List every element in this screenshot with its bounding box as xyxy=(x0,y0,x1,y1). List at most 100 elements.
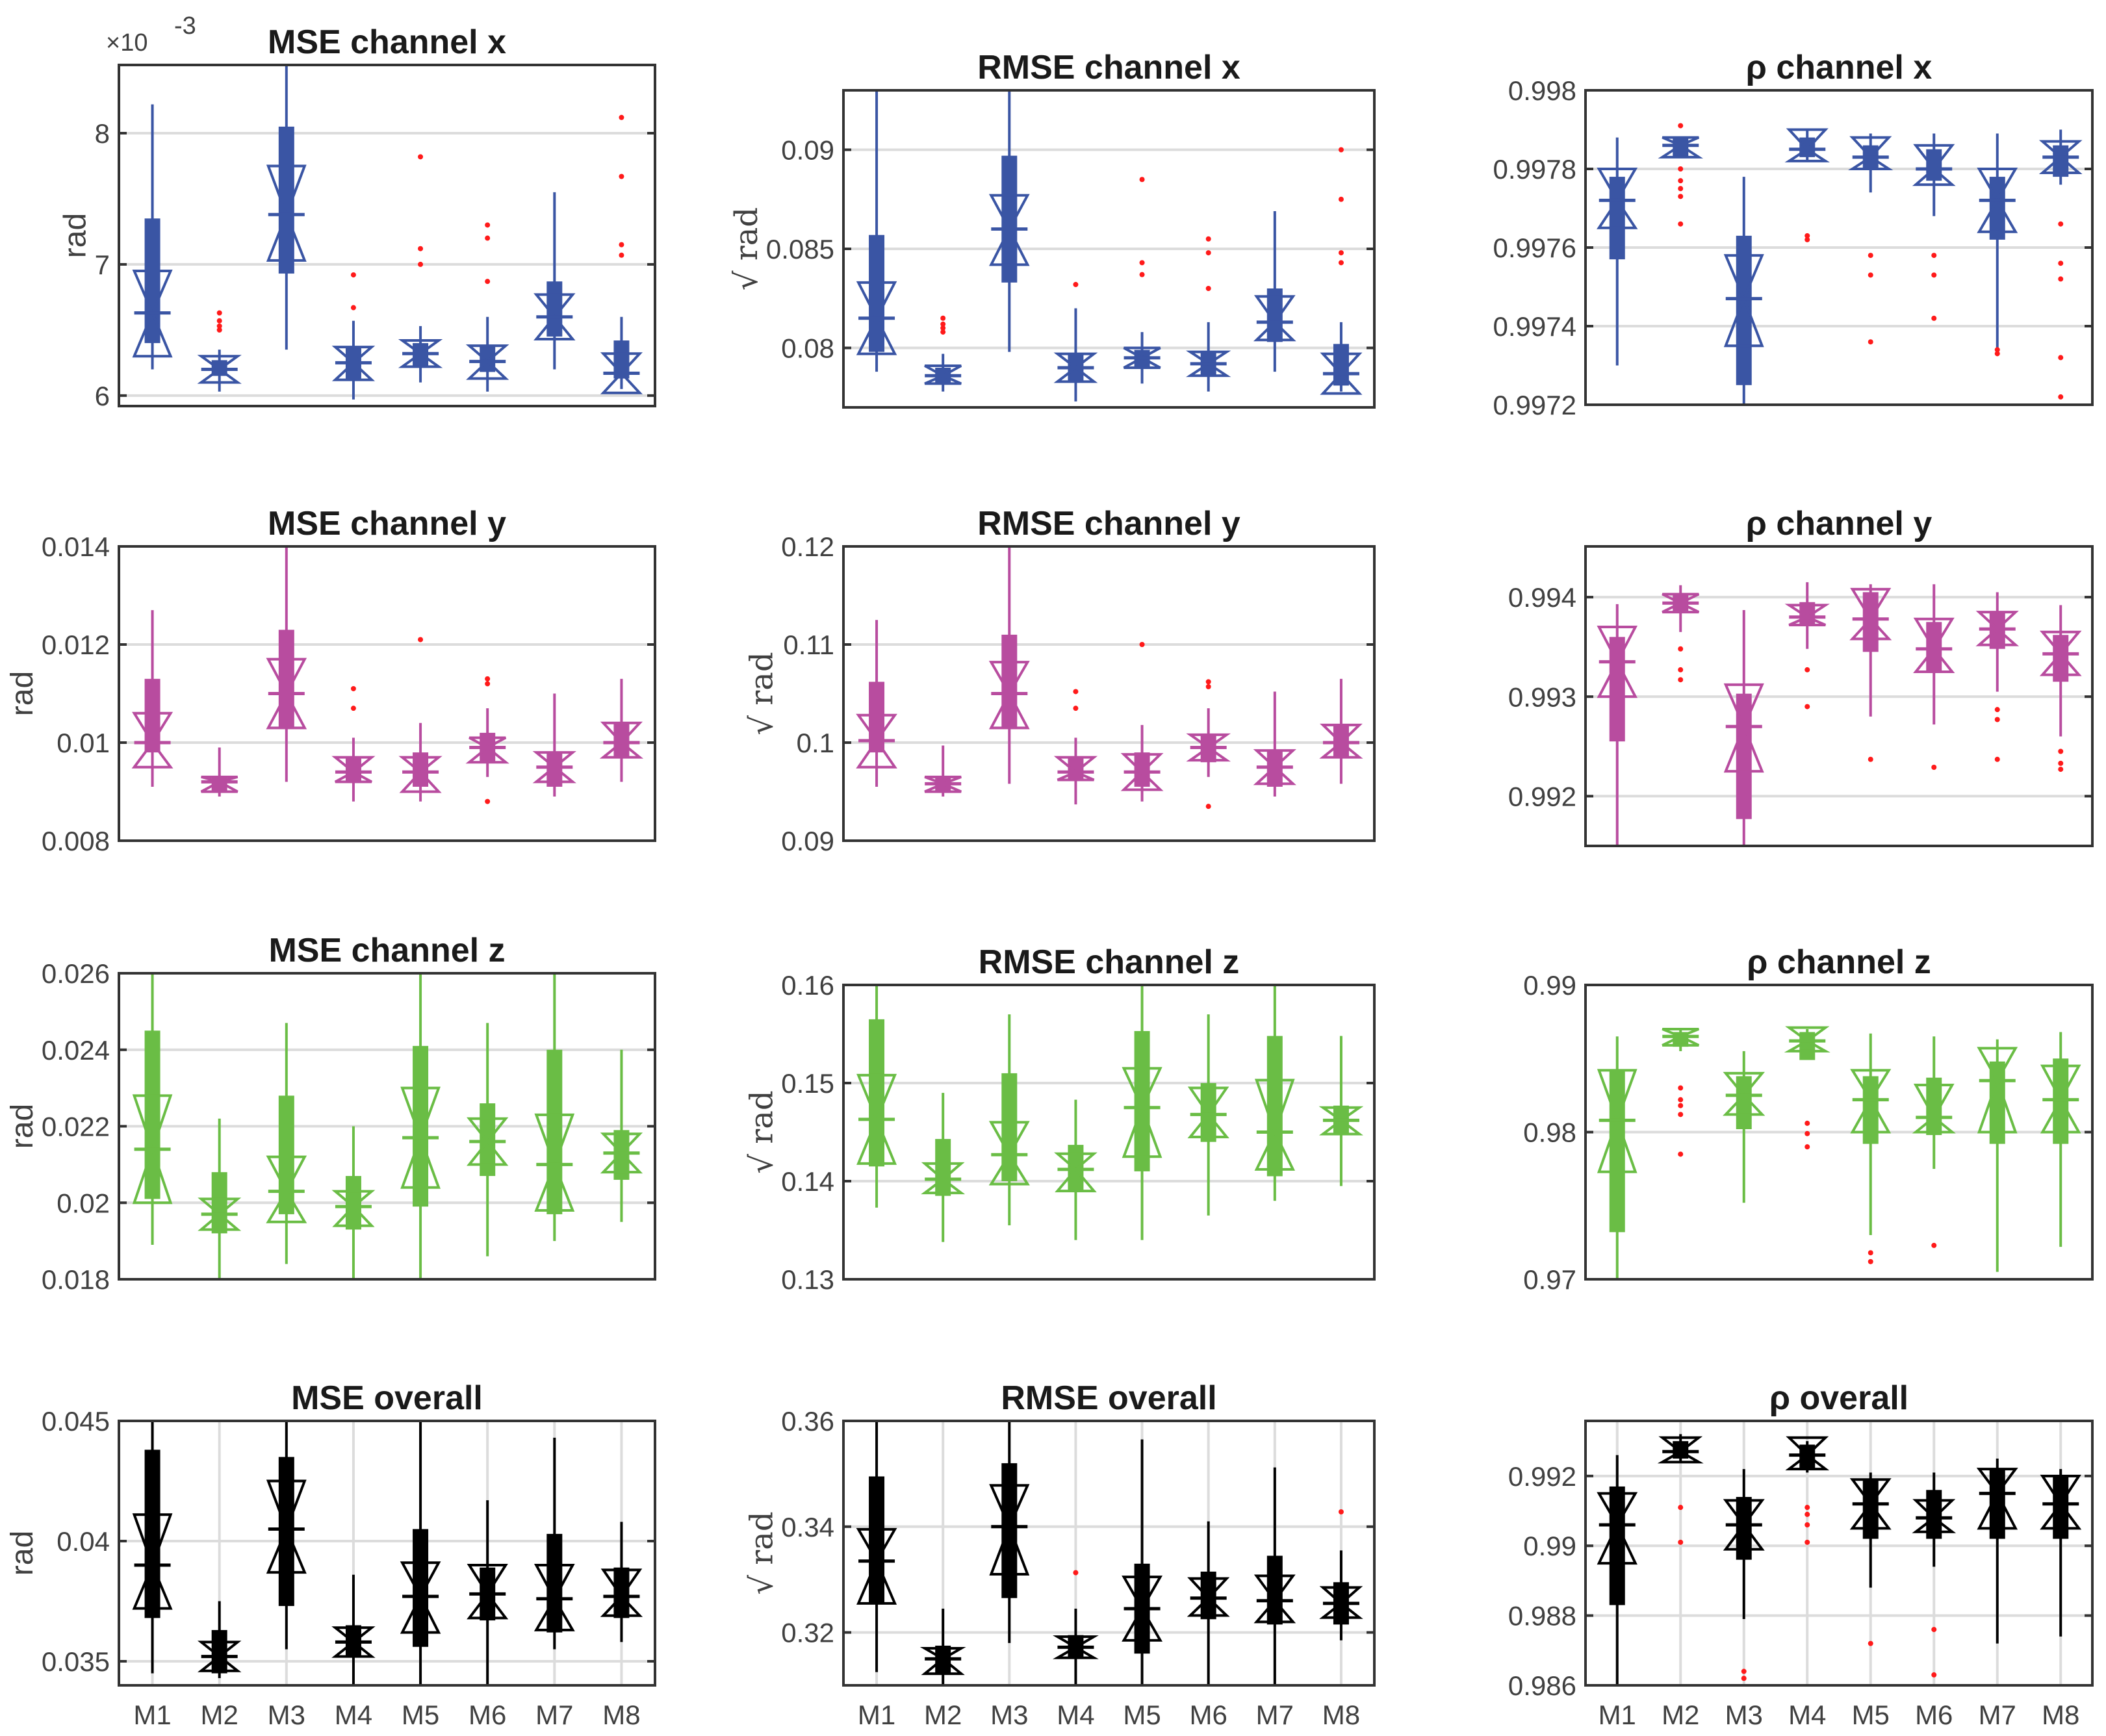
outlier-point xyxy=(1678,221,1684,227)
ytick-label: 8 xyxy=(95,118,110,149)
notch-upper xyxy=(1977,1047,2018,1084)
outlier-point xyxy=(619,114,624,120)
xtick-label: M6 xyxy=(1190,1700,1227,1730)
box-iqr xyxy=(345,757,361,782)
notch-lower xyxy=(466,359,509,380)
ytick-label: 0.014 xyxy=(42,531,110,562)
panel-mse-channel-z: 0.018 0.02 0.022 0.024 0.026 MSE channel z rad xyxy=(5,932,656,1295)
ytick-label: 0.99 xyxy=(1523,970,1576,1001)
box-iqr xyxy=(278,1095,294,1214)
box-M6 xyxy=(1912,1036,1956,1248)
outlier-point xyxy=(1338,147,1344,153)
notch-lower xyxy=(988,691,1030,730)
notch-lower xyxy=(1053,366,1098,383)
xtick-label: M1 xyxy=(858,1700,895,1730)
notch-upper xyxy=(400,1086,441,1142)
notch-upper xyxy=(533,1564,575,1602)
panel-title: RMSE overall xyxy=(1001,1379,1216,1417)
notch-upper xyxy=(266,657,307,696)
box-iqr xyxy=(935,1139,951,1196)
notch-lower xyxy=(1785,1453,1830,1471)
panel--channel-y: 0.992 0.993 0.994 ρ channel y xyxy=(1508,505,2094,847)
notch-lower xyxy=(534,1160,575,1212)
outlier-point xyxy=(1931,315,1937,321)
box-M8 xyxy=(599,678,644,782)
panel-rmse-channel-y: 0.09 0.1 0.11 0.12 RMSE channel y √ rad xyxy=(743,505,1376,856)
axes-frame xyxy=(1584,1420,2094,1687)
outlier-point xyxy=(418,261,424,267)
outlier-point xyxy=(1678,646,1684,652)
box-iqr xyxy=(1001,1463,1018,1598)
box-M6 xyxy=(1912,1472,1957,1678)
outlier-point xyxy=(485,681,491,687)
notch-upper xyxy=(331,756,376,774)
box-M3 xyxy=(1723,1469,1765,1681)
ytick-label: 0.998 xyxy=(1508,75,1576,106)
notch-lower xyxy=(1597,198,1638,229)
notch-upper xyxy=(1785,1026,1830,1043)
notch-lower xyxy=(1723,1093,1766,1116)
outlier-point xyxy=(1205,236,1211,242)
box-M1 xyxy=(131,610,173,787)
box-iqr xyxy=(211,1172,227,1234)
notch-lower xyxy=(921,1177,966,1195)
box-M2 xyxy=(197,1601,242,1678)
outlier-point xyxy=(1205,683,1211,689)
outlier-point xyxy=(940,329,946,335)
outlier-point xyxy=(485,798,491,804)
ytick-label: 0.11 xyxy=(783,630,834,660)
box-iqr xyxy=(1926,149,1942,181)
notch-upper xyxy=(1784,604,1830,619)
y-axis-label: √ rad xyxy=(743,1511,780,1594)
ytick-label: 0.97 xyxy=(1523,1264,1576,1295)
box-M5 xyxy=(398,154,443,383)
boxes xyxy=(1597,582,2082,846)
box-M7 xyxy=(1253,211,1296,372)
outlier-point xyxy=(2058,221,2064,227)
notch-lower xyxy=(1186,746,1231,762)
ytick-label: 0.08 xyxy=(781,333,834,364)
outlier-point xyxy=(1804,704,1810,709)
notch-upper xyxy=(467,1117,509,1144)
outlier-point xyxy=(1868,339,1873,345)
ytick-label: 0.085 xyxy=(766,234,834,264)
xtick-label: M4 xyxy=(1057,1700,1094,1730)
notch-lower xyxy=(131,740,173,769)
box-M8 xyxy=(2038,129,2083,400)
notch-lower xyxy=(856,738,897,769)
box-M2 xyxy=(198,1118,242,1279)
box-M2 xyxy=(921,1093,966,1242)
box-M7 xyxy=(1254,985,1296,1201)
notch-lower xyxy=(334,771,372,784)
box-iqr xyxy=(278,630,294,728)
notch-lower xyxy=(1597,1116,1637,1173)
outlier-point xyxy=(485,676,491,682)
notch-upper xyxy=(1662,593,1700,605)
box-M7 xyxy=(1977,133,2018,357)
ytick-label: 0.988 xyxy=(1508,1601,1576,1631)
outlier-point xyxy=(1139,260,1145,266)
notch-upper xyxy=(1849,1478,1892,1507)
notch-upper xyxy=(1723,1071,1765,1098)
outlier-point xyxy=(1868,253,1873,259)
box-M3 xyxy=(266,1023,307,1264)
box-M8 xyxy=(2039,605,2082,772)
panel-title: ρ channel z xyxy=(1747,943,1931,981)
boxes xyxy=(132,1421,643,1685)
outlier-point xyxy=(1994,717,2000,722)
exponent-value: -3 xyxy=(174,12,196,40)
outlier-point xyxy=(1994,707,2000,713)
outlier-point xyxy=(2058,355,2064,361)
notch-lower xyxy=(1055,1167,1097,1193)
axes-frame xyxy=(118,972,656,1281)
notch-lower xyxy=(132,1561,173,1610)
notch-upper xyxy=(1187,1086,1229,1117)
box-M4 xyxy=(1784,1026,1830,1150)
notch-upper xyxy=(1320,723,1363,745)
ytick-label: 0.9972 xyxy=(1493,390,1576,420)
notch-upper xyxy=(1053,352,1098,370)
notch-lower xyxy=(1253,320,1296,342)
notch-upper xyxy=(600,352,643,376)
box-M4 xyxy=(1053,689,1098,805)
notch-lower xyxy=(856,1116,897,1165)
